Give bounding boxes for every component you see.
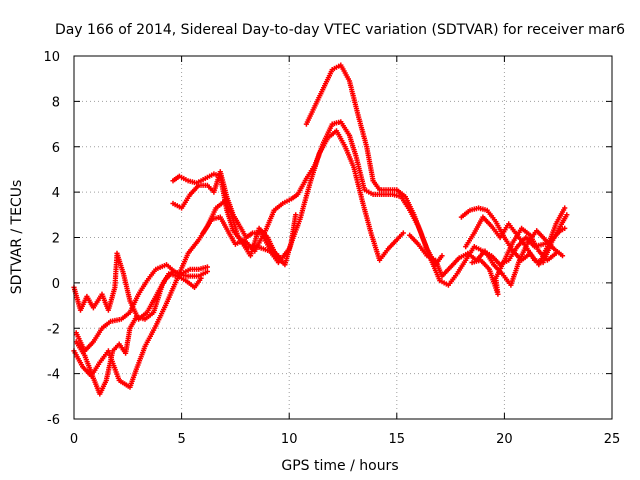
x-tick-label: 25 bbox=[604, 432, 621, 447]
series-layer bbox=[71, 62, 570, 397]
y-tick-label: -4 bbox=[47, 368, 60, 383]
data-point-marker bbox=[400, 230, 406, 236]
y-axis-label: SDTVAR / TECUs bbox=[9, 180, 25, 295]
grid-layer bbox=[74, 56, 612, 419]
y-tick-label: 8 bbox=[52, 95, 60, 110]
chart-title: Day 166 of 2014, Sidereal Day-to-day VTE… bbox=[55, 22, 625, 38]
x-tick-label: 20 bbox=[496, 432, 513, 447]
y-tick-label: -6 bbox=[47, 413, 60, 428]
series-trace-d bbox=[73, 271, 204, 397]
series-trace-f bbox=[170, 169, 281, 259]
series-trace-k bbox=[463, 212, 570, 266]
data-point-marker bbox=[559, 253, 566, 259]
x-tick-label: 5 bbox=[177, 432, 185, 447]
x-tick-label: 10 bbox=[281, 432, 298, 447]
data-point-marker bbox=[439, 253, 445, 259]
series-trace-c bbox=[73, 262, 210, 354]
data-point-marker bbox=[562, 205, 568, 211]
y-tick-label: 10 bbox=[43, 50, 60, 65]
y-tick-label: 0 bbox=[52, 277, 60, 292]
series-trace-a bbox=[71, 128, 406, 390]
y-tick-label: -2 bbox=[47, 322, 60, 337]
tick-layer: 0 5 10 15 20 25 -6 -4 -2 0 2 4 6 8 10 bbox=[43, 50, 620, 447]
data-point-marker bbox=[204, 264, 210, 270]
series-trace-l bbox=[469, 225, 559, 297]
data-point-marker bbox=[275, 253, 281, 259]
x-tick-label: 0 bbox=[70, 432, 78, 447]
data-point-marker bbox=[293, 212, 299, 218]
series-trace-j bbox=[458, 205, 568, 268]
x-axis-label: GPS time / hours bbox=[281, 458, 398, 474]
data-point-marker bbox=[198, 275, 204, 281]
y-tick-label: 2 bbox=[52, 232, 60, 247]
y-tick-label: 4 bbox=[52, 186, 60, 201]
data-point-marker bbox=[562, 225, 568, 231]
y-tick-label: 6 bbox=[52, 141, 60, 156]
data-point-marker bbox=[553, 250, 559, 256]
data-point-marker bbox=[204, 268, 210, 275]
x-tick-label: 15 bbox=[389, 432, 406, 447]
data-point-marker bbox=[564, 212, 570, 218]
